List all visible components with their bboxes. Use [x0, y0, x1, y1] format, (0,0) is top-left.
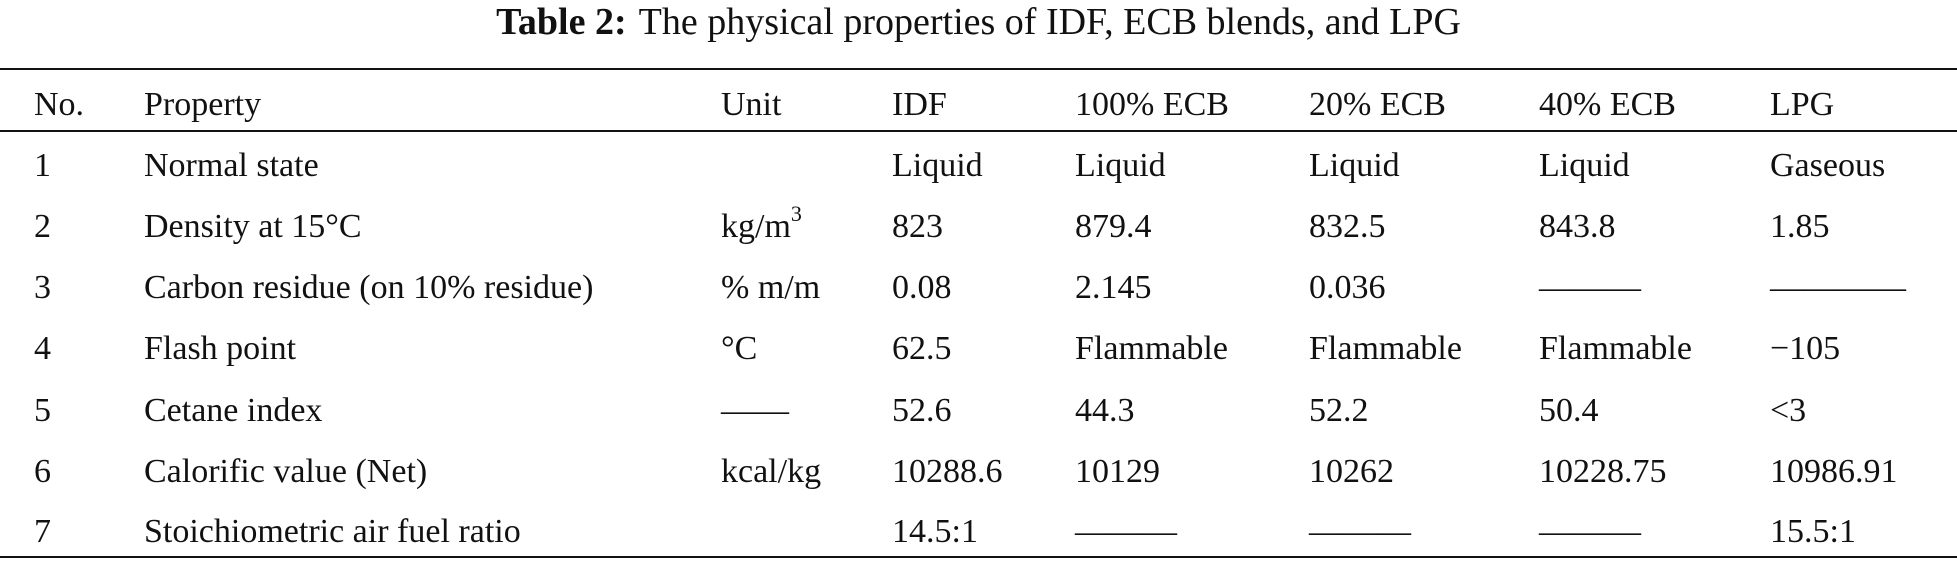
table-cell: Flash point [144, 330, 297, 367]
table-cell: Normal state [144, 147, 319, 184]
table-cell: ——— [1539, 269, 1641, 306]
table-cell: 832.5 [1309, 208, 1386, 245]
table-cell: ——— [1539, 513, 1641, 550]
caption-text: The physical properties of IDF, ECB blen… [638, 1, 1461, 43]
table-cell: kg/m3 [721, 202, 802, 247]
header-cell: 20% ECB [1309, 86, 1446, 123]
table-cell: Density at 15°C [144, 208, 362, 245]
header-rule [0, 130, 1957, 132]
table-cell: 14.5:1 [892, 513, 978, 550]
table-cell: 10262 [1309, 453, 1394, 490]
table-cell: 0.08 [892, 269, 952, 306]
table-cell: 0.036 [1309, 269, 1386, 306]
table-cell: ———— [1770, 269, 1906, 306]
table-cell: 62.5 [892, 330, 952, 367]
table-cell: 2.145 [1075, 269, 1152, 306]
table-cell: 52.2 [1309, 392, 1369, 429]
table-cell: kcal/kg [721, 453, 822, 490]
table-cell: 10288.6 [892, 453, 1003, 490]
table-cell: Flammable [1309, 330, 1462, 367]
header-cell: No. [34, 86, 85, 123]
table-cell: Liquid [892, 147, 983, 184]
unit-base: kg/m [721, 208, 791, 245]
table-cell: ——— [1309, 513, 1411, 550]
table-cell: 3 [34, 269, 51, 306]
table-cell: —— [721, 392, 789, 429]
table-cell: 10129 [1075, 453, 1160, 490]
header-cell: 40% ECB [1539, 86, 1676, 123]
table-cell: 15.5:1 [1770, 513, 1856, 550]
table-cell: 44.3 [1075, 392, 1135, 429]
table-cell: 52.6 [892, 392, 952, 429]
table-cell: 50.4 [1539, 392, 1599, 429]
table-cell: Gaseous [1770, 147, 1886, 184]
table-cell: 2 [34, 208, 51, 245]
table-cell: Cetane index [144, 392, 323, 429]
bottom-rule [0, 556, 1957, 558]
unit-exponent: 3 [790, 200, 802, 226]
header-cell: 100% ECB [1075, 86, 1229, 123]
table-caption: Table 2: The physical properties of IDF, … [0, 0, 1957, 44]
table-cell: <3 [1770, 392, 1807, 429]
table-cell: ——— [1075, 513, 1177, 550]
table-cell: Flammable [1539, 330, 1692, 367]
table-cell: 10986.91 [1770, 453, 1898, 490]
header-cell: Unit [721, 86, 782, 123]
table-cell: 6 [34, 453, 51, 490]
top-rule [0, 68, 1957, 70]
table-cell: 4 [34, 330, 51, 367]
table-cell: 1.85 [1770, 208, 1830, 245]
table-cell: Liquid [1539, 147, 1630, 184]
table-cell: Flammable [1075, 330, 1228, 367]
table-cell: °C [721, 330, 758, 367]
header-cell: IDF [892, 86, 947, 123]
table-cell: 7 [34, 513, 51, 550]
table-cell: 5 [34, 392, 51, 429]
table-cell: 10228.75 [1539, 453, 1667, 490]
table-cell: Calorific value (Net) [144, 453, 428, 490]
table-cell: Stoichiometric air fuel ratio [144, 513, 521, 550]
table-cell: 1 [34, 147, 51, 184]
caption-label: Table 2: [496, 1, 627, 43]
table-cell: 823 [892, 208, 943, 245]
table-cell: 879.4 [1075, 208, 1152, 245]
table-cell: Liquid [1075, 147, 1166, 184]
table-cell: Liquid [1309, 147, 1400, 184]
table-cell: Carbon residue (on 10% residue) [144, 269, 594, 306]
header-cell: LPG [1770, 86, 1835, 123]
table-cell: −105 [1770, 330, 1841, 367]
table-cell: % m/m [721, 269, 821, 306]
header-cell: Property [144, 86, 262, 123]
table-cell: 843.8 [1539, 208, 1616, 245]
